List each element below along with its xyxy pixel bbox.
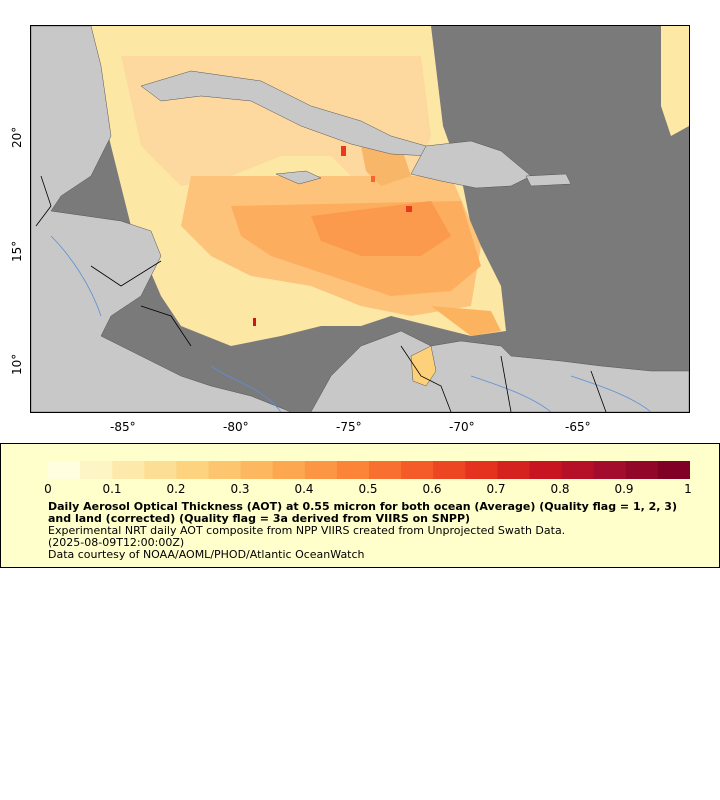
lat-label-20: 20° [10,126,24,148]
lon-label-85: -85° [110,420,136,434]
lat-label-10: 10° [10,353,24,375]
lon-label-70: -70° [449,420,475,434]
colorbar-segment [208,461,242,479]
colorbar-segment [80,461,113,479]
legend-panel: 0 0.1 0.2 0.3 0.4 0.5 0.6 0.7 0.8 0.9 1 … [0,443,720,568]
lon-label-80: -80° [223,420,249,434]
colorbar-segment [144,461,177,479]
legend-credit: Data courtesy of NOAA/AOML/PHOD/Atlantic… [48,548,365,561]
colorbar-segment [369,461,402,479]
colorbar-segment [272,461,306,479]
colorbar-label-6: 0.6 [422,482,442,496]
colorbar-segment [657,461,690,479]
colorbar [48,461,690,479]
colorbar-label-3: 0.3 [230,482,250,496]
lon-label-75: -75° [336,420,362,434]
colorbar-segment [112,461,145,479]
colorbar-label-7: 0.7 [486,482,506,496]
colorbar-segment [529,461,563,479]
colorbar-segment [176,461,209,479]
colorbar-segment [625,461,659,479]
rivers [50,235,652,412]
colorbar-label-9: 0.9 [614,482,634,496]
colorbar-segment [48,461,81,479]
legend-description: Experimental NRT daily AOT composite fro… [48,524,566,537]
colorbar-segment [240,461,274,479]
colorbar-segment [465,461,498,479]
legend-timestamp: (2025-08-09T12:00:00Z) [48,536,185,549]
colorbar-label-10: 1 [684,482,692,496]
colorbar-segment [497,461,530,479]
colorbar-label-5: 0.5 [358,482,378,496]
colorbar-label-1: 0.1 [102,482,122,496]
aot-map [31,26,689,412]
colorbar-segment [433,461,466,479]
colorbar-segment [401,461,434,479]
map-panel [30,25,690,413]
landmasses [31,26,689,412]
lat-label-15: 15° [10,240,24,262]
colorbar-segment [336,461,370,479]
colorbar-label-8: 0.8 [550,482,570,496]
lon-label-65: -65° [565,420,591,434]
colorbar-segment [561,461,595,479]
colorbar-segment [593,461,627,479]
colorbar-segment [304,461,338,479]
colorbar-label-0: 0 [44,482,52,496]
colorbar-label-4: 0.4 [294,482,314,496]
colorbar-label-2: 0.2 [166,482,186,496]
country-borders [35,175,607,412]
legend-title: Daily Aerosol Optical Thickness (AOT) at… [48,500,677,525]
